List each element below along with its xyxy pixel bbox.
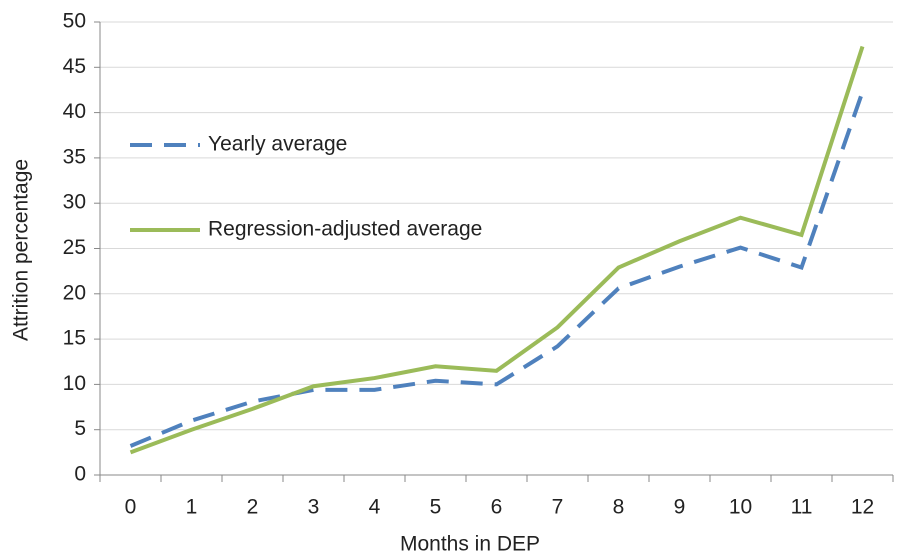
x-axis-label: Months in DEP xyxy=(400,533,540,556)
x-tick-label: 0 xyxy=(125,496,137,519)
x-tick-label: 12 xyxy=(851,496,874,519)
y-tick-label: 15 xyxy=(63,327,86,350)
x-tick-label: 1 xyxy=(186,496,198,519)
legend-label: Regression-adjusted average xyxy=(208,218,482,241)
x-tick-label: 7 xyxy=(552,496,564,519)
x-tick-label: 6 xyxy=(491,496,503,519)
x-tick-label: 2 xyxy=(247,496,259,519)
y-tick-label: 40 xyxy=(63,100,86,123)
x-tick-label: 8 xyxy=(613,496,625,519)
y-tick-label: 45 xyxy=(63,55,86,78)
x-tick-label: 5 xyxy=(430,496,442,519)
x-tick-label: 3 xyxy=(308,496,320,519)
y-tick-label: 10 xyxy=(63,372,86,395)
y-tick-label: 0 xyxy=(74,463,86,486)
y-tick-label: 5 xyxy=(74,417,86,440)
legend-label: Yearly average xyxy=(208,133,347,156)
y-axis-label: Attrition percentage xyxy=(10,159,33,341)
y-tick-label: 50 xyxy=(63,10,86,33)
x-tick-label: 4 xyxy=(369,496,381,519)
y-tick-label: 25 xyxy=(63,236,86,259)
y-tick-label: 30 xyxy=(63,191,86,214)
series-line xyxy=(129,45,865,455)
x-tick-label: 10 xyxy=(729,496,752,519)
y-tick-label: 35 xyxy=(63,145,86,168)
x-tick-label: 9 xyxy=(674,496,686,519)
x-tick-label: 11 xyxy=(791,496,813,519)
series-line xyxy=(129,91,865,448)
y-tick-label: 20 xyxy=(63,281,86,304)
